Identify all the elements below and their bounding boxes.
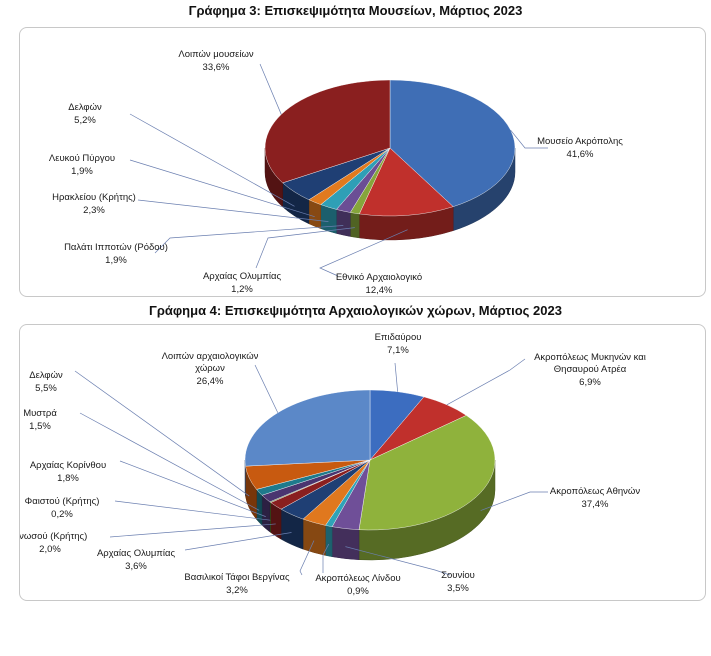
slice-value-label: 5,5% — [35, 383, 57, 394]
slice-label: Σουνίου — [441, 570, 475, 581]
leader-line — [345, 546, 451, 576]
slice-label: χώρων — [195, 363, 225, 374]
pie-labels: Μουσείο Ακρόπολης 41,6% Εθνικό Αρχαιολογικ… — [49, 49, 623, 296]
slice-label: Μυστρά — [23, 408, 57, 419]
slice-value-label: 2,0% — [39, 544, 61, 555]
slice-label: Επιδαύρου — [375, 332, 422, 343]
leader-line — [154, 225, 344, 254]
leader-line — [299, 540, 315, 576]
pie-slice — [389, 79, 516, 207]
slice-label: Βασιλικοί Τάφοι Βεργίνας — [184, 572, 290, 583]
slice-value-label: 0,9% — [347, 586, 369, 597]
slice-value-label: 1,9% — [71, 166, 93, 177]
pie-slice — [358, 415, 496, 531]
slice-label: Αρχαίας Κορίνθου — [30, 460, 106, 471]
chart-4-title: Γράφημα 4: Επισκεψιμότητα Αρχαιολογικών … — [149, 303, 562, 318]
leader-line — [79, 412, 260, 511]
pie-slice-side — [325, 525, 333, 558]
slice-value-label: 12,4% — [366, 285, 393, 296]
pie-sides — [244, 459, 496, 561]
slice-value-label: 6,9% — [579, 377, 601, 388]
leader-line — [74, 370, 250, 497]
leader-line — [394, 362, 398, 392]
chart-3-panel: Μουσείο Ακρόπολης 41,6% Εθνικό Αρχαιολογικ… — [19, 27, 706, 297]
pie-slice-side — [350, 212, 360, 239]
slice-label: Φαιστού (Κρήτης) — [25, 496, 100, 507]
chart-3-pie: Μουσείο Ακρόπολης 41,6% Εθνικό Αρχαιολογικ… — [49, 49, 623, 296]
slice-value-label: 37,4% — [582, 499, 609, 510]
slice-value-label: 2,3% — [83, 205, 105, 216]
slice-label: Μουσείο Ακρόπολης — [537, 136, 623, 147]
pie-slice-side — [336, 209, 351, 237]
slice-label: Αρχαίας Ολυμπίας — [203, 271, 282, 282]
pie-top — [264, 79, 516, 217]
pie-slice-side — [331, 526, 360, 560]
leader-line — [480, 491, 548, 511]
slice-label: Κνωσού (Κρήτης) — [20, 531, 87, 542]
slice-label: Θησαυρού Ατρέα — [554, 364, 627, 375]
slice-value-label: 33,6% — [203, 62, 230, 73]
slice-value-label: 7,1% — [387, 345, 409, 356]
pie-slice — [244, 389, 371, 467]
slice-value-label: 3,5% — [447, 583, 469, 594]
leader-line — [259, 63, 282, 115]
slice-label: Ακροπόλεως Μυκηνών και — [534, 352, 646, 363]
slice-label: Ακροπόλεως Αθηνών — [550, 486, 640, 497]
slice-value-label: 1,8% — [57, 473, 79, 484]
slice-label: Αρχαίας Ολυμπίας — [97, 548, 176, 559]
slice-value-label: 5,2% — [74, 115, 96, 126]
slice-label: Λοιπών αρχαιολογικών — [162, 351, 259, 362]
slice-value-label: 0,2% — [51, 509, 73, 520]
leader-line — [255, 227, 355, 269]
slice-value-label: 1,5% — [29, 421, 51, 432]
slice-label: Ακροπόλεως Λίνδου — [315, 573, 400, 584]
leader-line — [137, 199, 329, 222]
slice-label: Δελφών — [29, 370, 63, 381]
leader-line — [184, 532, 292, 551]
pie-slice-side — [256, 488, 263, 526]
slice-value-label: 1,2% — [231, 284, 253, 295]
pie-top — [244, 389, 496, 531]
pie-sides — [264, 147, 516, 241]
leader-line — [322, 543, 330, 573]
leader-line — [129, 113, 295, 207]
slice-label: Λοιπών μουσείων — [178, 49, 254, 60]
slice-value-label: 3,6% — [125, 561, 147, 572]
slice-value-label: 1,9% — [105, 255, 127, 266]
slice-label: Εθνικό Αρχαιολογικό — [336, 272, 422, 283]
leader-line — [114, 500, 271, 521]
leader-line — [446, 358, 526, 406]
leader-line — [319, 229, 408, 277]
pie-slice — [359, 147, 454, 217]
slice-value-label: 3,2% — [226, 585, 248, 596]
leader-line — [254, 364, 279, 413]
leader-line — [109, 523, 276, 538]
leader-line — [510, 129, 548, 149]
pie-labels: Επιδαύρου 7,1% Ακροπόλεως Μυκηνών καιΘησαυ… — [20, 332, 646, 597]
slice-label: Λευκού Πύργου — [49, 153, 115, 164]
chart-4-pie: Επιδαύρου 7,1% Ακροπόλεως Μυκηνών καιΘησαυ… — [20, 332, 646, 597]
slice-value-label: 41,6% — [567, 149, 594, 160]
chart-4-panel: Επιδαύρου 7,1% Ακροπόλεως Μυκηνών και Θησαυ… — [19, 324, 706, 601]
leader-line — [129, 159, 315, 218]
slice-value-label: 26,4% — [197, 376, 224, 387]
slice-label: Ηρακλείου (Κρήτης) — [52, 192, 136, 203]
slice-label: Παλάτι Ιπποτών (Ρόδου) — [64, 242, 168, 253]
chart-3-title: Γράφημα 3: Επισκεψιμότητα Μουσείων, Μάρτ… — [188, 3, 523, 18]
pie-slice — [264, 79, 391, 184]
slice-label: Δελφών — [68, 102, 102, 113]
leader-line — [119, 460, 266, 517]
